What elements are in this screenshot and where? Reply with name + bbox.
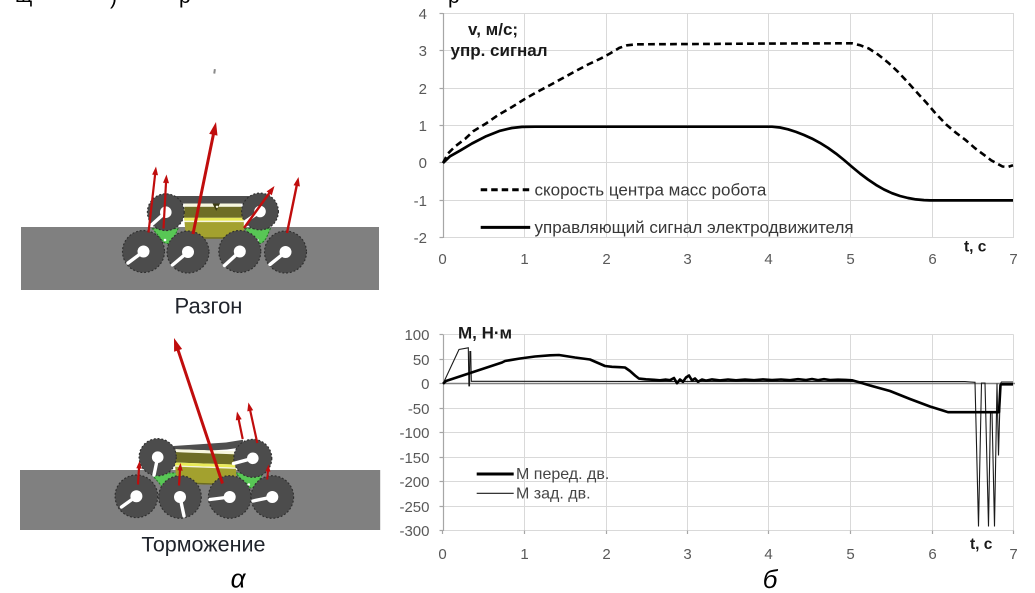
svg-text:t, c: t, c [964, 239, 987, 256]
svg-text:М перед. дв.: М перед. дв. [516, 466, 609, 483]
svg-text:1: 1 [419, 118, 427, 135]
svg-text:6: 6 [928, 546, 936, 563]
svg-text:0: 0 [438, 251, 446, 268]
svg-text:v, м/с;: v, м/с; [468, 20, 518, 39]
svg-text:6: 6 [928, 251, 936, 268]
svg-text:0: 0 [419, 155, 427, 172]
svg-text:3: 3 [683, 251, 691, 268]
svg-text:1: 1 [520, 546, 528, 563]
svg-text:М зад. дв.: М зад. дв. [516, 485, 591, 502]
svg-text:р: р [448, 0, 460, 8]
svg-text:управляющий сигнал электродвиж: управляющий сигнал электродвижителя [535, 218, 854, 237]
svg-text:2: 2 [602, 546, 610, 563]
svg-text:100: 100 [404, 327, 429, 344]
svg-text:скорость центра масс робота: скорость центра масс робота [535, 180, 767, 199]
svg-text:-50: -50 [408, 401, 430, 418]
svg-text:7: 7 [1009, 251, 1017, 268]
svg-text:-2: -2 [414, 230, 427, 247]
svg-text:-300: -300 [399, 523, 429, 540]
svg-text:7: 7 [1009, 546, 1017, 563]
svg-text:0: 0 [421, 376, 429, 393]
svg-text:б: б [763, 564, 779, 593]
svg-text:3: 3 [419, 43, 427, 60]
svg-text:4: 4 [764, 251, 772, 268]
svg-text:50: 50 [413, 352, 430, 369]
svg-text:Торможение: Торможение [141, 533, 265, 557]
svg-text:упр. сигнал: упр. сигнал [451, 41, 548, 60]
svg-text:-150: -150 [399, 450, 429, 467]
svg-text:1: 1 [520, 251, 528, 268]
svg-text:-1: -1 [414, 193, 427, 210]
svg-text:α: α [231, 564, 247, 593]
svg-text:щ: щ [15, 0, 32, 7]
svg-text:t, c: t, c [970, 536, 993, 553]
svg-text:3: 3 [683, 546, 691, 563]
svg-text:): ) [110, 0, 117, 9]
svg-text:5: 5 [846, 546, 854, 563]
svg-text:0: 0 [438, 546, 446, 563]
svg-text:2: 2 [602, 251, 610, 268]
svg-text:-250: -250 [399, 499, 429, 516]
svg-text:4: 4 [419, 6, 427, 23]
svg-text:М, Н·м: М, Н·м [458, 324, 512, 343]
svg-text:5: 5 [846, 251, 854, 268]
svg-text:-100: -100 [399, 425, 429, 442]
svg-text:-200: -200 [399, 474, 429, 491]
svg-text:2: 2 [419, 81, 427, 98]
svg-text:Разгон: Разгон [175, 294, 243, 319]
svg-text:р: р [179, 0, 191, 8]
svg-text:4: 4 [764, 546, 772, 563]
